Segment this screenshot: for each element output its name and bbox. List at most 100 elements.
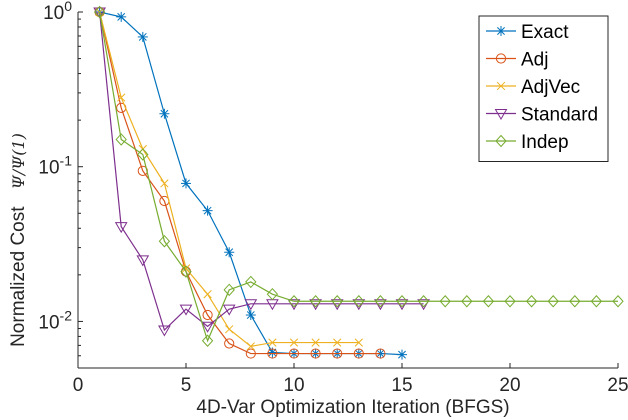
series-line-standard (99, 11, 424, 332)
data-point-exact (224, 247, 235, 258)
data-point-adjvec (160, 179, 169, 188)
data-point-exact (116, 11, 127, 22)
legend-item-exact: Exact (486, 22, 569, 43)
data-point-adjvec (203, 290, 212, 299)
legend-marker-adj (495, 53, 507, 64)
data-point-indep (396, 295, 408, 308)
x-tick-label: 5 (181, 375, 192, 396)
data-point-indep (612, 295, 624, 308)
data-point-adjvec (117, 93, 126, 102)
data-point-indep (288, 295, 300, 308)
data-point-adjvec (333, 338, 342, 347)
legend-marker-adjvec (496, 81, 506, 91)
data-point-standard (158, 325, 171, 337)
data-point-indep (374, 295, 387, 308)
x-tick-label: 10 (283, 375, 304, 396)
data-point-indep (417, 295, 430, 308)
data-point-indep (309, 295, 322, 308)
data-point-adj (202, 309, 213, 321)
data-point-indep (525, 295, 538, 308)
y-tick-label: 10-1 (38, 153, 72, 179)
y-axis-label: Normalized Cost (8, 206, 29, 347)
axes-layer: 0 5 10 15 20 25 100 10-1 10-2 (38, 0, 628, 396)
legend-label-adjvec: AdjVec (521, 77, 580, 98)
legend-label-indep: Indep (521, 132, 569, 153)
data-point-exact (397, 349, 407, 360)
y-tick-label: 10-2 (38, 307, 72, 333)
data-point-standard (352, 299, 366, 311)
data-point-adjvec (311, 338, 320, 347)
data-point-indep (482, 295, 495, 308)
legend-marker-indep (495, 134, 507, 148)
legend-marker-standard (494, 109, 508, 120)
legend-label-standard: Standard (521, 105, 598, 126)
data-point-adj (267, 348, 278, 359)
data-point-indep (93, 5, 106, 19)
data-point-adj (353, 348, 364, 359)
data-point-exact (202, 205, 213, 216)
legend-label-exact: Exact (521, 22, 569, 43)
series-line-adj (99, 11, 381, 355)
data-point-exact (181, 178, 191, 189)
series-layer (93, 5, 624, 360)
data-point-exact (159, 108, 170, 119)
data-point-standard (114, 222, 128, 234)
data-point-indep (439, 295, 451, 308)
data-point-adj (224, 338, 235, 349)
data-point-standard (179, 304, 193, 316)
legend-item-indep: Indep (486, 132, 569, 153)
data-point-standard (201, 321, 214, 333)
data-point-adj (332, 348, 343, 359)
legend-item-adjvec: AdjVec (486, 77, 580, 98)
y-axis-math-label: Ψ/Ψ(1) (9, 133, 28, 189)
legend-item-adj: Adj (486, 50, 548, 71)
data-point-adjvec (225, 325, 234, 334)
legend-label-adj: Adj (521, 50, 548, 71)
data-point-indep (201, 334, 214, 347)
series-standard (93, 7, 430, 337)
data-point-adj (288, 348, 300, 359)
data-point-adj (375, 348, 386, 359)
legend-box (478, 15, 609, 162)
data-point-standard (136, 255, 150, 267)
data-point-standard (417, 299, 430, 311)
data-point-indep (547, 295, 559, 308)
data-point-exact (137, 31, 148, 42)
data-point-indep (115, 133, 127, 146)
data-point-adj (245, 348, 256, 359)
data-point-standard (222, 304, 236, 316)
data-point-exact (245, 310, 256, 321)
data-point-indep (245, 275, 257, 289)
data-point-standard (287, 299, 301, 311)
data-point-indep (331, 295, 343, 308)
legend-item-standard: Standard (486, 105, 598, 126)
legend: Exact Adj AdjVec Standard Indep (478, 15, 609, 162)
data-point-adjvec (246, 342, 255, 351)
x-axis-label: 4D-Var Optimization Iteration (BFGS) (196, 397, 509, 418)
data-point-indep (266, 287, 279, 301)
data-point-adjvec (181, 264, 191, 273)
x-tick-label: 25 (607, 375, 628, 396)
x-tick-label: 0 (73, 375, 84, 396)
data-point-adj (310, 348, 321, 359)
data-point-standard (309, 299, 322, 311)
series-line-indep (99, 11, 618, 343)
data-point-indep (137, 148, 149, 161)
y-tick-label: 100 (43, 0, 72, 24)
legend-marker-exact (496, 26, 506, 36)
series-indep (93, 5, 624, 347)
y-axis-title: Normalized Cost Ψ/Ψ(1) (8, 133, 29, 347)
x-tick-label: 20 (499, 375, 520, 396)
data-point-indep (180, 265, 192, 278)
data-point-standard (244, 299, 258, 311)
data-point-indep (461, 295, 473, 308)
data-point-standard (330, 299, 344, 311)
data-point-indep (353, 295, 365, 308)
data-point-adjvec (354, 338, 363, 347)
data-point-indep (590, 295, 603, 308)
svg-text:Normalized Cost Ψ/Ψ(1): Normalized Cost Ψ/Ψ(1) (8, 133, 29, 347)
data-point-adjvec (268, 338, 277, 347)
data-point-standard (395, 299, 409, 311)
data-point-adjvec (289, 338, 299, 347)
